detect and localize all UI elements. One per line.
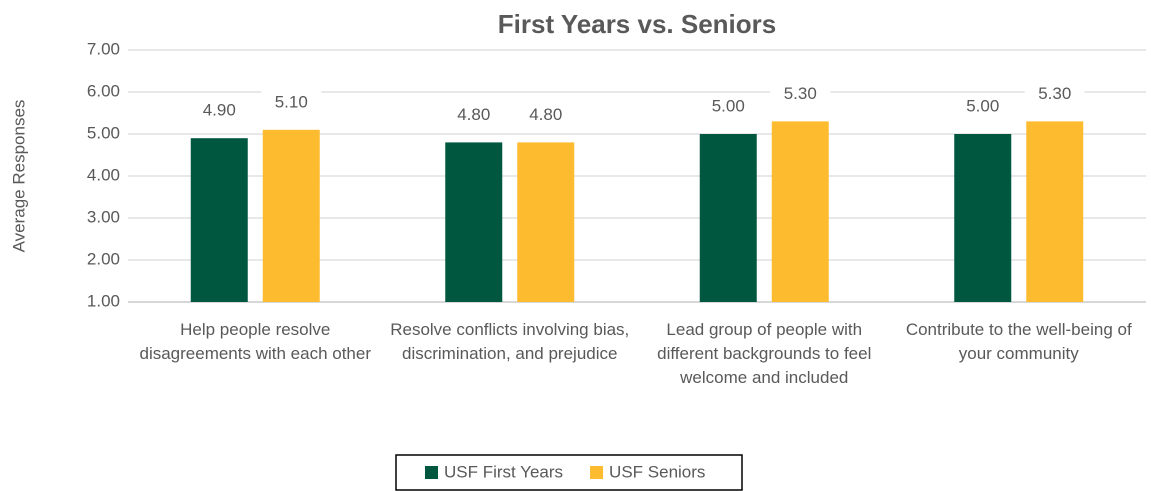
x-tick-label: Lead group of people with different back… — [657, 320, 872, 387]
bar — [954, 134, 1012, 302]
legend-label: USF Seniors — [609, 462, 705, 481]
y-tick-label: 4.00 — [87, 165, 120, 184]
legend-swatch — [425, 466, 438, 479]
y-tick-label: 2.00 — [87, 249, 120, 268]
data-label: 5.30 — [784, 84, 817, 103]
bar — [1026, 121, 1084, 303]
bar — [262, 129, 320, 302]
data-label-bg — [515, 102, 576, 129]
data-label: 5.30 — [1038, 84, 1071, 103]
y-tick-label: 5.00 — [87, 123, 120, 142]
data-label-bg — [1024, 81, 1085, 108]
bar — [699, 134, 757, 302]
legend-swatch — [590, 466, 604, 479]
bar — [517, 142, 575, 302]
data-label-bg — [443, 102, 504, 129]
bar — [771, 121, 829, 303]
data-label: 5.00 — [966, 96, 999, 115]
data-label: 4.80 — [457, 105, 490, 124]
x-tick-label: Help people resolve disagreements with e… — [139, 320, 372, 363]
y-tick-label: 7.00 — [87, 39, 120, 58]
data-label-bg — [952, 94, 1013, 120]
y-tick-label: 3.00 — [87, 207, 120, 226]
data-label-bg — [698, 94, 759, 120]
data-label-bg — [189, 98, 250, 125]
data-label: 4.80 — [529, 105, 562, 124]
x-tick-label: Resolve conflicts involving bias, discri… — [390, 320, 630, 363]
legend-box — [395, 454, 743, 491]
y-tick-label: 1.00 — [87, 291, 120, 310]
x-tick-label: Contribute to the well-being of your com… — [905, 320, 1132, 363]
bar — [190, 138, 248, 302]
y-tick-label: 6.00 — [87, 81, 120, 100]
data-label: 5.10 — [275, 92, 308, 111]
y-axis-label: Average Responses — [9, 100, 28, 253]
chart-title: First Years vs. Seniors — [498, 9, 776, 39]
data-label: 4.90 — [203, 101, 236, 120]
data-label: 5.00 — [712, 96, 745, 115]
legend-label: USF First Years — [444, 462, 563, 481]
bar — [445, 142, 503, 302]
data-label-bg — [261, 89, 322, 116]
data-label-bg — [770, 81, 831, 108]
